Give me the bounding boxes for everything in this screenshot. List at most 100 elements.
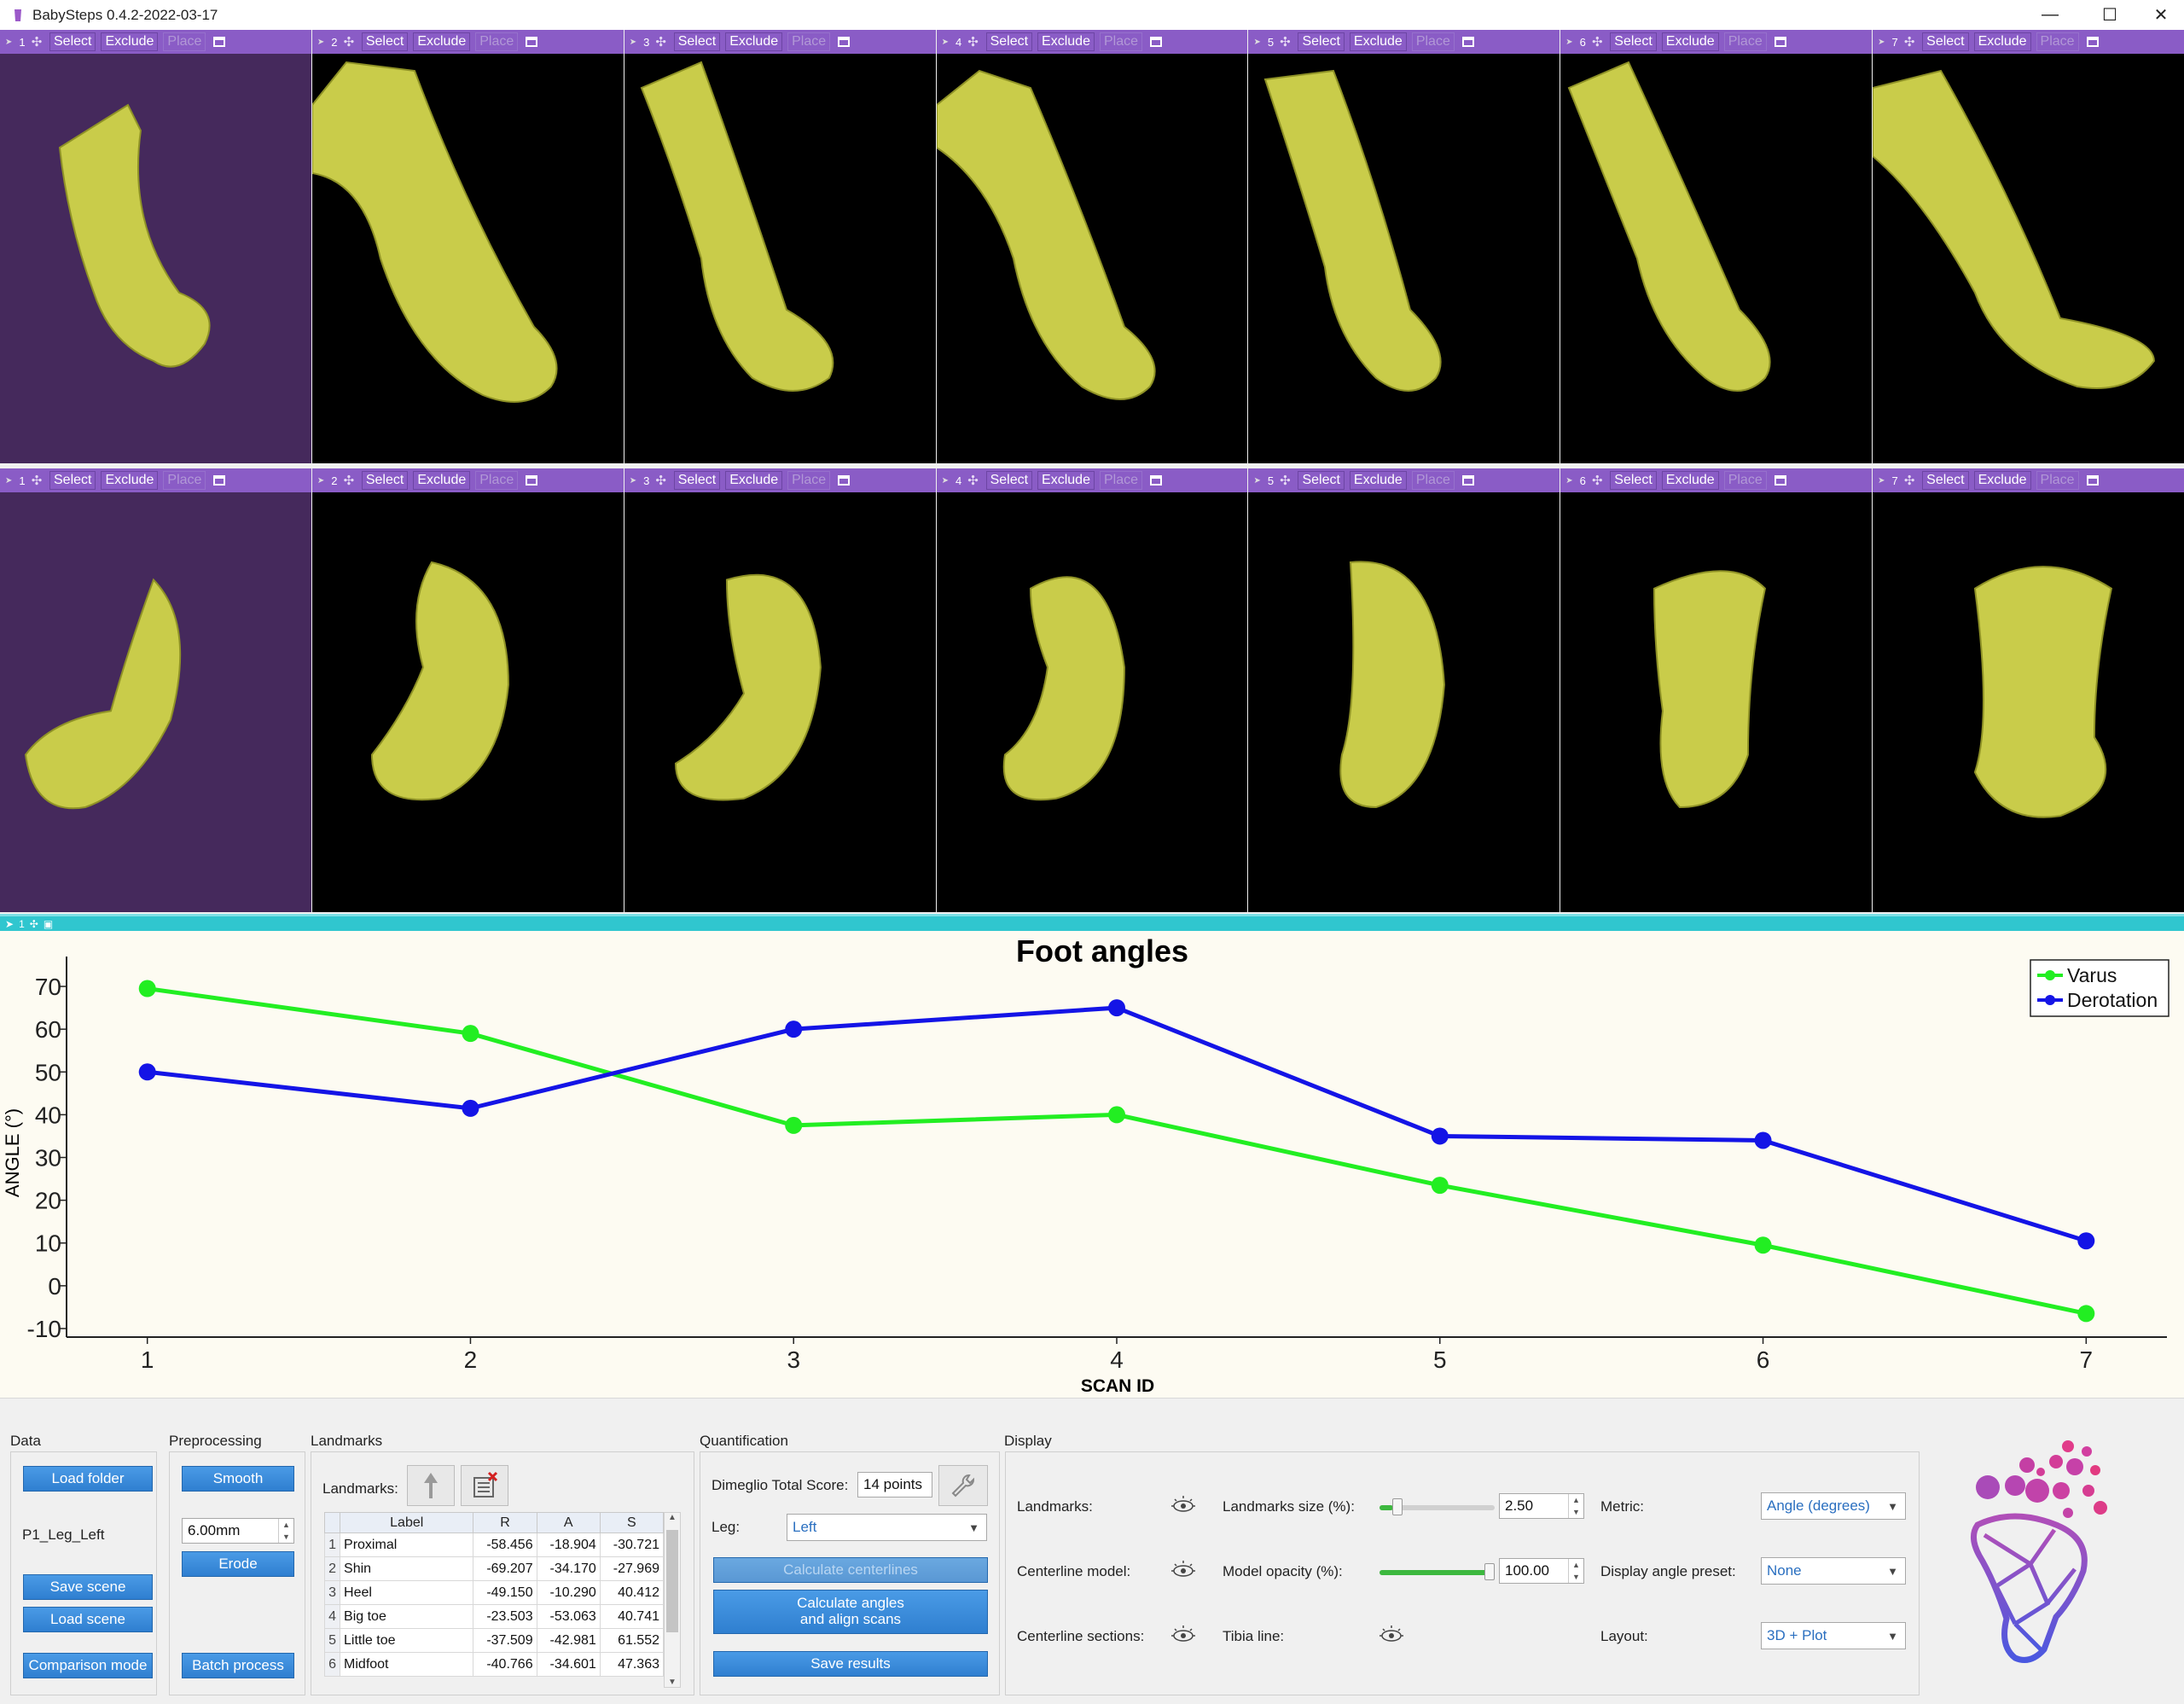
crosshair-icon[interactable]: ✣ [655,474,666,488]
landmark-r[interactable]: -69.207 [473,1556,537,1581]
landmark-a[interactable]: -34.601 [536,1652,601,1677]
column-header-a[interactable]: A [536,1512,601,1533]
select-button[interactable]: Select [361,471,409,490]
crosshair-icon[interactable]: ✣ [967,474,979,488]
pin-icon[interactable]: ➤ [1565,475,1573,486]
pin-icon[interactable]: ➤ [1565,37,1573,47]
place-button[interactable]: Place [1723,32,1767,51]
table-row[interactable]: 3 Heel -49.150 -10.290 40.412 [323,1580,665,1605]
landmark-r[interactable]: -37.509 [473,1628,537,1653]
place-button[interactable]: Place [475,32,519,51]
exclude-button[interactable]: Exclude [101,471,159,490]
column-header-r[interactable]: R [473,1512,537,1533]
landmark-label[interactable]: Big toe [340,1604,474,1629]
crosshair-icon[interactable]: ✣ [1280,35,1291,49]
place-button[interactable]: Place [2036,471,2079,490]
column-header-label[interactable]: Label [340,1512,474,1533]
exclude-button[interactable]: Exclude [1973,32,2031,51]
crosshair-icon[interactable]: ✣ [655,35,666,49]
erode-size-input[interactable]: 6.00mm ▲ ▼ [182,1518,294,1544]
pin-icon[interactable]: ➤ [1253,37,1261,47]
plot-view[interactable]: Foot angles ANGLE (°) SCAN ID -10 0 10 20 30… [0,931,2184,1398]
maximize-view-icon[interactable] [213,37,226,47]
crosshair-icon[interactable]: ✣ [31,35,43,49]
maximize-view-icon[interactable] [213,475,226,486]
table-row[interactable]: 1 Proximal -58.456 -18.904 -30.721 [323,1532,665,1557]
calculate-centerlines-button[interactable]: Calculate centerlines [713,1557,988,1583]
3d-view-5[interactable]: ➤ 5 ✣ Select Exclude Place [1248,30,1560,463]
minimize-button[interactable]: — [2042,5,2059,24]
landmarks-table[interactable]: Label R A S 1 Proximal -58.456 -18.904 -30.7… [323,1512,665,1677]
3d-view-6[interactable]: ➤ 6 ✣ Select Exclude Place [1560,468,1873,912]
model-opacity-handle[interactable] [1484,1563,1495,1580]
3d-view-4[interactable]: ➤ 4 ✣ Select Exclude Place [936,468,1248,912]
exclude-button[interactable]: Exclude [1661,471,1719,490]
load-scene-button[interactable]: Load scene [23,1607,153,1632]
crosshair-icon[interactable]: ✣ [1903,474,1915,488]
landmarks-eye-icon[interactable] [1170,1496,1196,1516]
close-button[interactable]: ✕ [2153,6,2169,25]
landmark-a[interactable]: -42.981 [536,1628,601,1653]
3d-view-7[interactable]: ➤ 7 ✣ Select Exclude Place [1873,30,2184,463]
maximize-view-icon[interactable] [838,475,851,486]
crosshair-icon[interactable]: ✣ [343,474,355,488]
pin-icon[interactable]: ➤ [5,475,13,486]
place-button[interactable]: Place [787,32,831,51]
table-row[interactable]: 6 Midfoot -40.766 -34.601 47.363 [323,1652,665,1677]
layout-select[interactable]: 3D + Plot ▼ [1761,1622,1906,1649]
3d-view-3[interactable]: ➤ 3 ✣ Select Exclude Place [624,30,936,463]
landmark-r[interactable]: -23.503 [473,1604,537,1629]
landmark-label[interactable]: Shin [340,1556,474,1581]
centerline-sections-eye-icon[interactable] [1170,1625,1196,1646]
place-button[interactable]: Place [1411,32,1455,51]
maximize-view-icon[interactable] [1774,37,1786,47]
landmarks-table-scrollbar[interactable]: ▲ ▼ [664,1512,681,1688]
leg-select[interactable]: Left ▼ [787,1514,987,1541]
exclude-button[interactable]: Exclude [1661,32,1719,51]
save-scene-button[interactable]: Save scene [23,1574,153,1600]
landmarks-size-spinner[interactable]: ▲ ▼ [1568,1494,1583,1518]
maximize-view-icon[interactable] [1461,475,1474,486]
exclude-button[interactable]: Exclude [413,32,471,51]
landmark-s[interactable]: -30.721 [599,1532,665,1557]
crosshair-icon[interactable]: ✣ [1903,35,1915,49]
select-button[interactable]: Select [1298,32,1345,51]
place-button[interactable]: Place [163,471,206,490]
model-opacity-spinner[interactable]: ▲ ▼ [1568,1559,1583,1583]
dimeglio-score-field[interactable]: 14 points [857,1472,932,1498]
row-index[interactable]: 2 [323,1556,341,1581]
3d-view-5[interactable]: ➤ 5 ✣ Select Exclude Place [1248,468,1560,912]
column-header-s[interactable]: S [599,1512,665,1533]
3d-render-canvas[interactable] [311,54,624,463]
model-opacity-input[interactable]: 100.00 ▲ ▼ [1499,1558,1584,1584]
maximize-view-icon[interactable] [2086,475,2099,486]
place-button[interactable]: Place [1723,471,1767,490]
place-button[interactable]: Place [1099,471,1142,490]
3d-view-4[interactable]: ➤ 4 ✣ Select Exclude Place [936,30,1248,463]
place-button[interactable]: Place [787,471,831,490]
select-button[interactable]: Select [985,32,1033,51]
select-button[interactable]: Select [1610,32,1657,51]
place-button[interactable]: Place [2036,32,2079,51]
select-button[interactable]: Select [49,32,96,51]
pin-icon[interactable]: ➤ [941,475,949,486]
select-button[interactable]: Select [1922,32,1969,51]
crosshair-icon[interactable]: ✣ [967,35,979,49]
3d-render-canvas[interactable] [0,492,311,912]
pin-icon[interactable]: ➤ [5,917,15,930]
select-button[interactable]: Select [49,471,96,490]
place-landmark-button[interactable] [407,1465,455,1506]
select-button[interactable]: Select [1922,471,1969,490]
display-angle-preset-select[interactable]: None ▼ [1761,1557,1906,1585]
table-row[interactable]: 2 Shin -69.207 -34.170 -27.969 [323,1556,665,1581]
load-folder-button[interactable]: Load folder [23,1466,153,1492]
select-button[interactable]: Select [361,32,409,51]
maximize-view-icon[interactable] [526,475,538,486]
select-button[interactable]: Select [673,471,721,490]
select-button[interactable]: Select [1610,471,1657,490]
3d-render-canvas[interactable] [936,492,1248,912]
landmark-a[interactable]: -18.904 [536,1532,601,1557]
3d-render-canvas[interactable] [1873,492,2184,912]
crosshair-icon[interactable]: ✣ [1592,35,1603,49]
landmarks-size-slider[interactable] [1380,1498,1495,1515]
